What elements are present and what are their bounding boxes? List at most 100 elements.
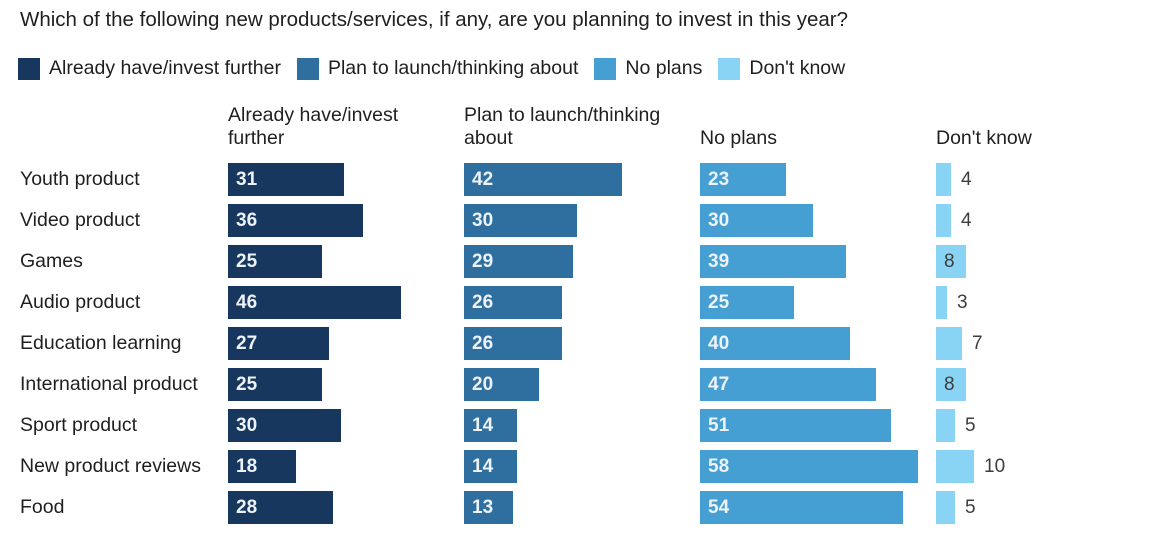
- bar-cell: 3: [936, 286, 968, 319]
- bar-value-label: 25: [236, 250, 258, 272]
- bar-value-label: 18: [236, 455, 258, 477]
- bar-value-label: 23: [708, 168, 730, 190]
- bar-cell: 25: [228, 368, 322, 401]
- bar: 40: [700, 327, 850, 360]
- legend-swatch-plan-to-launch: [296, 57, 319, 80]
- bar-value-label: 25: [236, 373, 258, 395]
- bar-cell: 29: [464, 245, 573, 278]
- chart-row: Audio product 46 26 25 3: [0, 286, 1176, 319]
- bar: 58: [700, 450, 918, 483]
- bar: 20: [464, 368, 539, 401]
- bar: 23: [700, 163, 786, 196]
- chart-row: Games 25 29 39 8: [0, 245, 1176, 278]
- bar-cell: 47: [700, 368, 876, 401]
- bar-cell: 30: [700, 204, 813, 237]
- bar-cell: 36: [228, 204, 363, 237]
- bar: 28: [228, 491, 333, 524]
- bar-cell: 7: [936, 327, 983, 360]
- chart-row: Food 28 13 54 5: [0, 491, 1176, 524]
- bar-value-label: 29: [472, 250, 494, 272]
- bar: 8: [936, 245, 966, 278]
- category-label: Sport product: [20, 414, 138, 436]
- bar: [936, 204, 951, 237]
- bar: 26: [464, 286, 562, 319]
- bar: 8: [936, 368, 966, 401]
- bar-cell: 13: [464, 491, 513, 524]
- chart-row: Sport product 30 14 51 5: [0, 409, 1176, 442]
- bar-value-label: 40: [708, 332, 730, 354]
- bar-value-label: 8: [944, 250, 955, 272]
- category-label: New product reviews: [20, 455, 201, 477]
- bar-value-label: 13: [472, 496, 494, 518]
- bar-cell: 25: [228, 245, 322, 278]
- legend-item-already-have: Already have/invest further: [18, 57, 281, 80]
- chart-row: Education learning 27 26 40 7: [0, 327, 1176, 360]
- bar: [936, 409, 955, 442]
- bar: 46: [228, 286, 401, 319]
- bar-cell: 26: [464, 286, 562, 319]
- legend-item-plan-to-launch: Plan to launch/thinking about: [296, 57, 578, 80]
- bar-cell: 27: [228, 327, 329, 360]
- column-headers: Already have/invest further Plan to laun…: [0, 102, 1176, 150]
- bar-value-label: 47: [708, 373, 730, 395]
- category-label: Education learning: [20, 332, 182, 354]
- bar-value-label: 3: [957, 291, 968, 313]
- bar-value-label: 7: [972, 332, 983, 354]
- bar-value-label: 42: [472, 168, 494, 190]
- bar-value-label: 58: [708, 455, 730, 477]
- bar-value-label: 39: [708, 250, 730, 272]
- bar-value-label: 5: [965, 414, 976, 436]
- bar: 25: [228, 368, 322, 401]
- legend-swatch-dont-know: [718, 57, 741, 80]
- bar: 27: [228, 327, 329, 360]
- bar: 13: [464, 491, 513, 524]
- category-label: Video product: [20, 209, 140, 231]
- bar-cell: 18: [228, 450, 296, 483]
- bar-cell: 31: [228, 163, 344, 196]
- bar: 31: [228, 163, 344, 196]
- category-label: Audio product: [20, 291, 141, 313]
- bar-cell: 5: [936, 491, 976, 524]
- bar-cell: 5: [936, 409, 976, 442]
- column-header-already-have: Already have/invest further: [228, 104, 399, 149]
- bar-value-label: 46: [236, 291, 258, 313]
- column-header-plan-to-launch: Plan to launch/thinking about: [464, 104, 661, 149]
- bar: 25: [228, 245, 322, 278]
- bar-value-label: 14: [472, 455, 494, 477]
- bar-cell: 58: [700, 450, 918, 483]
- bar-value-label: 14: [472, 414, 494, 436]
- bar-value-label: 54: [708, 496, 730, 518]
- bar-cell: 14: [464, 450, 517, 483]
- bar: 30: [700, 204, 813, 237]
- bar-cell: 30: [464, 204, 577, 237]
- bar-value-label: 8: [944, 373, 955, 395]
- category-label: Games: [20, 250, 83, 272]
- bar-cell: 23: [700, 163, 786, 196]
- bar: [936, 491, 955, 524]
- category-label: International product: [20, 373, 198, 395]
- bar: 30: [228, 409, 341, 442]
- bar-cell: 25: [700, 286, 794, 319]
- bar: 14: [464, 409, 517, 442]
- bar-value-label: 26: [472, 332, 494, 354]
- bar-value-label: 4: [961, 168, 972, 190]
- bar-value-label: 5: [965, 496, 976, 518]
- column-header-no-plans: No plans: [700, 127, 777, 149]
- bar-value-label: 51: [708, 414, 730, 436]
- bar: 51: [700, 409, 891, 442]
- bar: 36: [228, 204, 363, 237]
- bar: 30: [464, 204, 577, 237]
- bar-cell: 40: [700, 327, 850, 360]
- bar: 47: [700, 368, 876, 401]
- bar-value-label: 4: [961, 209, 972, 231]
- bar-value-label: 36: [236, 209, 258, 231]
- category-label: Food: [20, 496, 65, 518]
- bar-value-label: 30: [236, 414, 258, 436]
- bar: 42: [464, 163, 622, 196]
- legend-swatch-already-have: [18, 57, 40, 80]
- bar: 25: [700, 286, 794, 319]
- chart-row: International product 25 20 47 8: [0, 368, 1176, 401]
- chart-row: Video product 36 30 30 4: [0, 204, 1176, 237]
- bar-value-label: 25: [708, 291, 730, 313]
